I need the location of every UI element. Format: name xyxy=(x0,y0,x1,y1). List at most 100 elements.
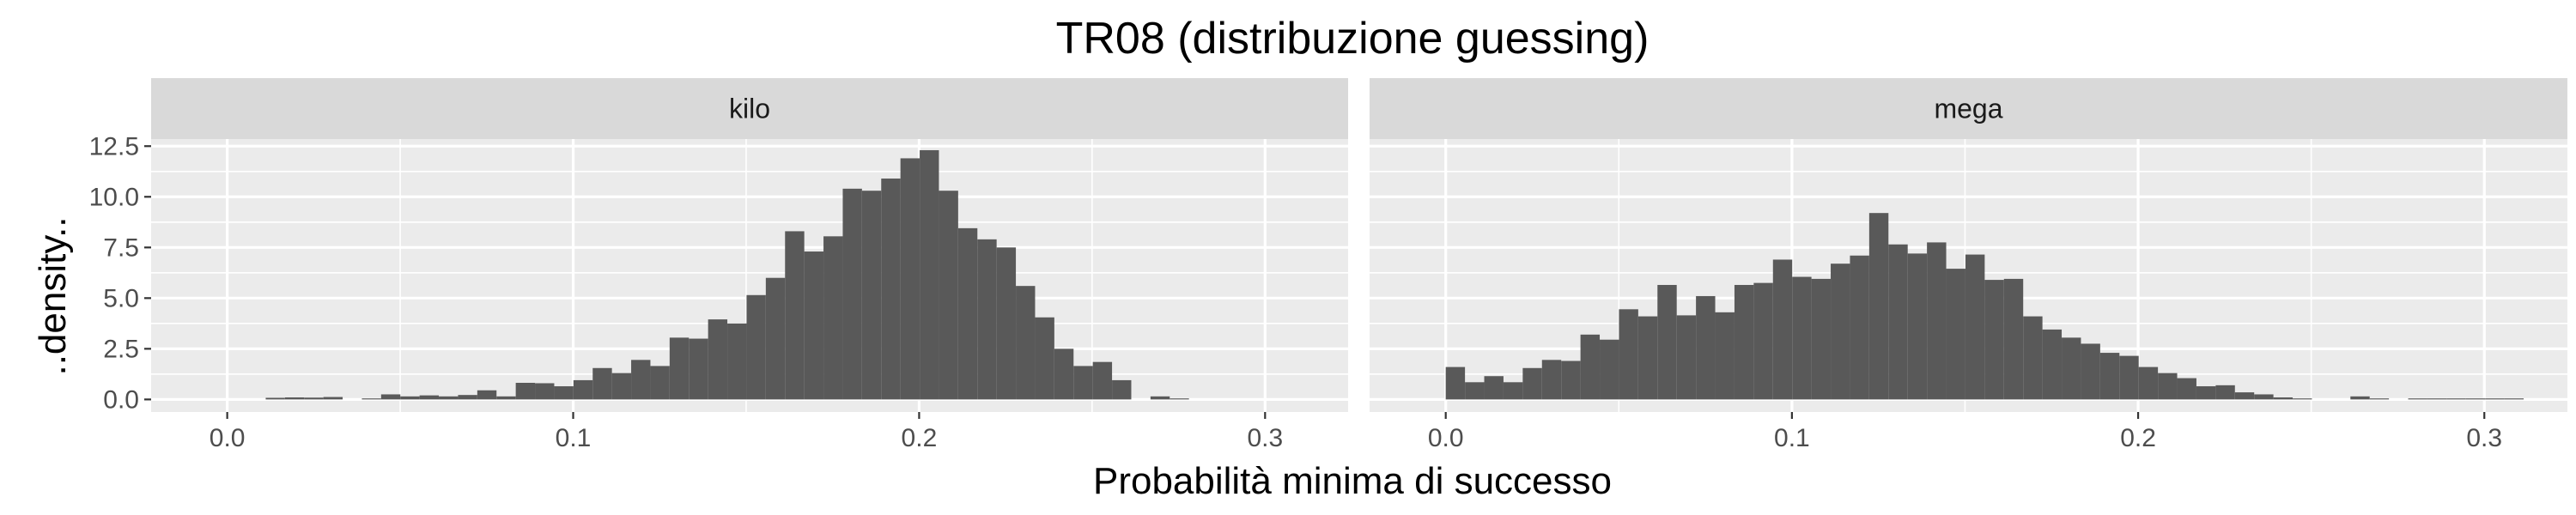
histogram-bar xyxy=(881,179,901,400)
histogram-bar xyxy=(1541,360,1562,400)
histogram-bar xyxy=(631,360,651,400)
histogram-bar xyxy=(592,367,612,400)
x-tick-label: 0.0 xyxy=(210,424,246,452)
histogram-bar xyxy=(2234,392,2255,400)
histogram-bar xyxy=(1734,284,1754,400)
histogram-bar xyxy=(939,191,958,400)
histogram-bar xyxy=(611,373,632,400)
histogram-bar xyxy=(458,395,477,400)
histogram-bar xyxy=(1696,295,1716,400)
histogram-bar xyxy=(1600,339,1619,400)
histogram-bar xyxy=(439,396,459,400)
histogram-bar xyxy=(1016,286,1036,400)
histogram-bar xyxy=(1150,396,1170,400)
histogram-bar xyxy=(1888,244,1908,400)
histogram-bar xyxy=(746,294,766,400)
histogram-bar xyxy=(1112,379,1132,400)
histogram-bar xyxy=(765,277,786,400)
histogram-bar xyxy=(2003,278,2024,400)
histogram-bar xyxy=(1792,276,1812,400)
histogram-bar xyxy=(2138,367,2159,400)
histogram-bar xyxy=(842,188,862,400)
x-tick-label: 0.0 xyxy=(1428,424,1464,452)
facet-strip-label: kilo xyxy=(729,94,770,124)
y-axis: 0.0 2.5 5.0 7.5 10.0 12.5 xyxy=(89,132,151,414)
histogram-bar xyxy=(957,227,978,400)
histogram-bars xyxy=(1445,213,2524,400)
x-tick-label: 0.1 xyxy=(1774,424,1810,452)
x-tick-label: 0.2 xyxy=(2120,424,2156,452)
histogram-bar xyxy=(2350,396,2370,400)
facet-strip xyxy=(151,78,1348,139)
histogram-bar xyxy=(727,323,747,400)
histogram-bar xyxy=(1637,316,1658,400)
histogram-bar xyxy=(1753,282,1773,400)
facet-panel-mega: mega 0.0 0.1 0.2 0.3 xyxy=(1370,78,2567,452)
histogram-bar xyxy=(823,236,843,400)
histogram-bar xyxy=(1868,213,1889,400)
x-tick-label: 0.1 xyxy=(556,424,592,452)
histogram-bar xyxy=(1984,280,2004,400)
histogram-bar xyxy=(2254,394,2274,400)
histogram-bar xyxy=(323,397,343,400)
histogram-bar xyxy=(996,247,1017,400)
histogram-bar xyxy=(1831,264,1850,400)
y-tick-label: 7.5 xyxy=(103,233,139,262)
histogram-bar xyxy=(2177,378,2196,400)
histogram-bar xyxy=(1715,312,1735,400)
y-axis-title: ..density.. xyxy=(32,216,74,375)
histogram-bar xyxy=(977,239,997,400)
y-tick-label: 5.0 xyxy=(103,284,139,312)
x-tick-label: 0.2 xyxy=(902,424,938,452)
histogram-bar xyxy=(2119,355,2139,400)
histogram-bar xyxy=(1811,278,1832,400)
histogram-bar xyxy=(900,158,920,400)
y-tick-label: 0.0 xyxy=(103,385,139,414)
histogram-bar xyxy=(1907,253,1928,400)
x-tick-label: 0.3 xyxy=(2466,424,2502,452)
histogram-bar xyxy=(2273,397,2293,400)
histogram-bar xyxy=(1965,254,1985,400)
x-axis-mega: 0.0 0.1 0.2 0.3 xyxy=(1428,412,2502,452)
histogram-bar xyxy=(2158,373,2178,400)
histogram-bar xyxy=(708,319,728,400)
histogram-bar xyxy=(496,396,516,400)
histogram-bar xyxy=(2369,398,2390,400)
histogram-bar xyxy=(689,338,708,400)
histogram-bar xyxy=(2427,398,2447,400)
facet-panels: kilo 0.0 0.1 0.2 0.3 mega 0.0 0.1 0.2 0.3 xyxy=(151,78,2567,452)
histogram-bar xyxy=(2504,398,2524,400)
histogram-bar xyxy=(669,337,690,400)
histogram-bar xyxy=(785,231,805,400)
x-axis-title: Probabilità minima di successo xyxy=(1093,460,1612,502)
histogram-bar xyxy=(1484,376,1504,400)
histogram-bar xyxy=(1927,242,1947,400)
histogram-bar xyxy=(1850,255,1869,400)
histogram-bar xyxy=(1561,360,1581,400)
histogram-bar xyxy=(2042,329,2063,400)
histogram-bar xyxy=(2293,398,2312,400)
histogram-bar xyxy=(1676,315,1697,400)
histogram-bar xyxy=(419,395,440,400)
histogram-bar xyxy=(380,394,401,400)
histogram-bar xyxy=(804,251,824,400)
histogram-bar xyxy=(304,397,324,400)
histogram-bar xyxy=(535,383,555,400)
histogram-bar xyxy=(2465,398,2486,400)
histogram-bar xyxy=(920,149,939,400)
histogram-bar xyxy=(2215,385,2235,400)
facet-panel-kilo: kilo 0.0 0.1 0.2 0.3 xyxy=(151,78,1348,452)
histogram-bar xyxy=(1054,348,1074,400)
histogram-bar xyxy=(554,386,574,400)
histogram-bar xyxy=(477,390,497,400)
facet-strip-label: mega xyxy=(1934,94,2002,124)
histogram-bar xyxy=(1092,361,1113,400)
histogram-bar xyxy=(2099,353,2120,400)
histogram-bar xyxy=(2446,398,2466,400)
histogram-bar xyxy=(1772,259,1793,400)
histogram-bar xyxy=(861,191,882,400)
histogram-bar xyxy=(265,397,285,400)
histogram-bar xyxy=(284,397,305,400)
histogram-bar xyxy=(515,383,536,400)
